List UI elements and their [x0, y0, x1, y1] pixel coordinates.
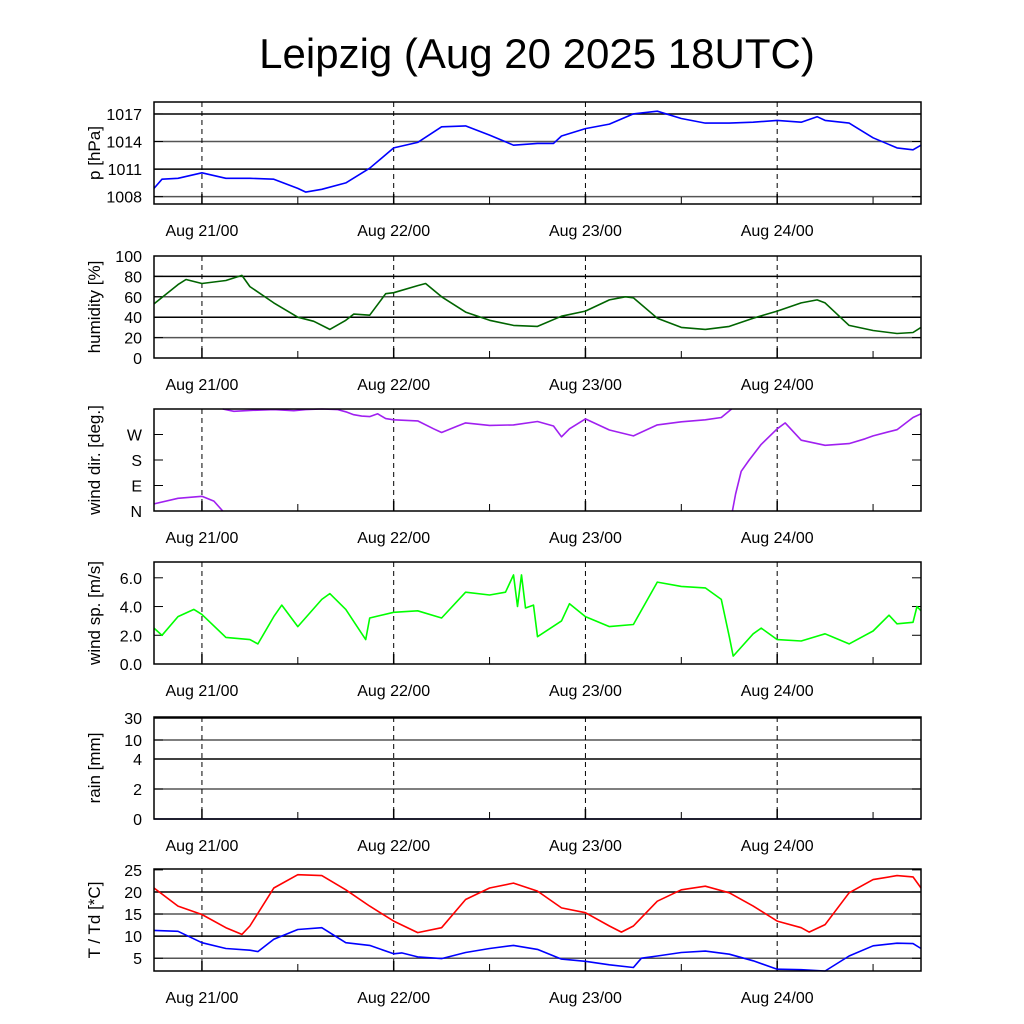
x-tick-label: Aug 22/00: [357, 377, 430, 394]
y-tick-label: W: [127, 428, 143, 445]
plot-frame: [153, 868, 922, 972]
x-tick-label: Aug 24/00: [741, 838, 814, 855]
series-line-wind-direction: [153, 495, 224, 512]
x-tick-label: Aug 22/00: [357, 838, 430, 855]
y-axis-label: humidity [%]: [85, 261, 104, 354]
y-tick-label: 20: [124, 885, 142, 902]
series-line-humidity: [153, 274, 922, 335]
y-tick-label: 4.0: [120, 600, 142, 617]
y-tick-label: 15: [124, 907, 142, 924]
y-tick-label: 1017: [106, 107, 142, 124]
y-tick-label: S: [131, 453, 142, 470]
y-tick-label: 40: [124, 310, 142, 327]
y-tick-label: 1014: [106, 135, 142, 152]
x-tick-label: Aug 21/00: [165, 838, 238, 855]
plot-frame: [153, 408, 922, 512]
x-tick-label: Aug 21/00: [165, 223, 238, 240]
series-line-td: [153, 926, 922, 972]
panel-humidity: 0 20 40 60 80 100 humidity [%] Aug 21/00 Aug 22/…: [85, 249, 922, 394]
x-tick-label: Aug 23/00: [549, 838, 622, 855]
x-tick-label: Aug 21/00: [165, 683, 238, 700]
x-tick-label: Aug 22/00: [357, 223, 430, 240]
series-line-wind-speed: [153, 574, 922, 657]
y-tick-label: 10: [124, 733, 142, 750]
y-tick-label: 0.0: [120, 657, 142, 674]
series-line-wind-direction: [731, 413, 922, 512]
y-tick-label: 5: [133, 951, 142, 968]
series-line-t: [153, 873, 922, 936]
series-line-pressure: [153, 110, 922, 193]
y-axis-label: rain [mm]: [85, 733, 104, 804]
y-axis-label: p [hPa]: [85, 126, 104, 180]
x-tick-label: Aug 22/00: [357, 683, 430, 700]
x-tick-label: Aug 21/00: [165, 990, 238, 1007]
plot-frame: [153, 255, 922, 359]
series-line-wind-direction: [222, 408, 733, 438]
y-tick-label: 20: [124, 331, 142, 348]
y-tick-label: 1008: [106, 190, 142, 207]
y-tick-label: 6.0: [120, 571, 142, 588]
plot-frame: [153, 716, 922, 820]
plot-frame: [153, 561, 922, 665]
plot-frame: [153, 101, 922, 205]
y-tick-label: 30: [124, 711, 142, 728]
y-tick-label: 10: [124, 929, 142, 946]
x-tick-label: Aug 22/00: [357, 530, 430, 547]
y-tick-label: 0: [133, 812, 142, 829]
x-tick-label: Aug 24/00: [741, 530, 814, 547]
x-tick-label: Aug 21/00: [165, 530, 238, 547]
y-tick-label: 25: [124, 863, 142, 880]
x-tick-label: Aug 23/00: [549, 377, 622, 394]
x-tick-label: Aug 23/00: [549, 683, 622, 700]
panel-rain: 0 2 4 10 30 rain [mm] Aug 21/00 Aug 22/00 Aug 23…: [85, 711, 922, 855]
y-axis-label: wind sp. [m/s]: [85, 561, 104, 666]
x-tick-label: Aug 24/00: [741, 683, 814, 700]
panel-wind_speed: 0.0 2.0 4.0 6.0 wind sp. [m/s] Aug 21/00 Aug 2…: [85, 561, 922, 700]
y-tick-label: 4: [133, 752, 142, 769]
y-tick-label: 1011: [108, 162, 143, 179]
x-tick-label: Aug 22/00: [357, 990, 430, 1007]
y-tick-label: 100: [115, 249, 142, 266]
x-tick-label: Aug 24/00: [741, 990, 814, 1007]
y-tick-label: 80: [124, 269, 142, 286]
y-tick-label: E: [131, 479, 142, 496]
x-tick-label: Aug 24/00: [741, 223, 814, 240]
x-tick-label: Aug 23/00: [549, 223, 622, 240]
x-tick-label: Aug 24/00: [741, 377, 814, 394]
panel-temperature: 5 10 15 20 25 T / Td [*C] Aug 21/00 Aug 22/00 Au…: [85, 863, 922, 1007]
y-tick-label: 0: [133, 351, 142, 368]
x-tick-label: Aug 23/00: [549, 990, 622, 1007]
chart-title: Leipzig (Aug 20 2025 18UTC): [259, 30, 815, 77]
x-tick-label: Aug 21/00: [165, 377, 238, 394]
y-tick-label: N: [130, 504, 142, 521]
y-tick-label: 2: [133, 782, 142, 799]
y-axis-label: wind dir. [deg.]: [85, 405, 104, 516]
y-tick-label: 60: [124, 290, 142, 307]
x-tick-label: Aug 23/00: [549, 530, 622, 547]
y-tick-label: 2.0: [120, 628, 142, 645]
y-axis-label: T / Td [*C]: [85, 882, 104, 959]
